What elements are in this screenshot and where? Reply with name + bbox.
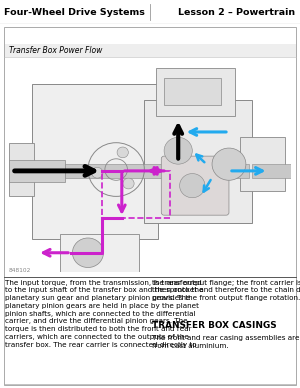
Bar xyxy=(65,164,249,178)
Text: Lesson 2 – Powertrain: Lesson 2 – Powertrain xyxy=(178,8,296,17)
Bar xyxy=(144,100,251,223)
Bar xyxy=(60,234,139,272)
FancyBboxPatch shape xyxy=(161,156,229,215)
Text: The input torque, from the transmission, is transferred
to the input shaft of th: The input torque, from the transmission,… xyxy=(5,279,204,348)
Text: Transfer Box Power Flow: Transfer Box Power Flow xyxy=(9,46,102,55)
Bar xyxy=(156,68,235,116)
Circle shape xyxy=(92,167,103,178)
Bar xyxy=(240,137,285,191)
Circle shape xyxy=(180,173,205,198)
Circle shape xyxy=(117,147,128,158)
Bar xyxy=(251,164,291,178)
Bar xyxy=(102,171,170,218)
Bar xyxy=(9,160,65,182)
Circle shape xyxy=(164,137,192,164)
Bar xyxy=(9,143,34,196)
Text: TRANSFER BOX CASINGS: TRANSFER BOX CASINGS xyxy=(152,320,277,330)
Text: the rear output flange; the front carrier is connected to
the sprocket and there: the rear output flange; the front carrie… xyxy=(152,279,300,301)
Bar xyxy=(4,44,296,57)
Circle shape xyxy=(123,178,134,189)
Bar xyxy=(164,78,220,105)
Bar xyxy=(32,84,158,239)
Text: Four-Wheel Drive Systems: Four-Wheel Drive Systems xyxy=(4,8,146,17)
Text: The front and rear casing assemblies are manufactured
from cast aluminium.: The front and rear casing assemblies are… xyxy=(152,335,300,349)
Circle shape xyxy=(73,238,103,267)
Circle shape xyxy=(212,148,246,180)
Text: 848102: 848102 xyxy=(9,268,32,273)
